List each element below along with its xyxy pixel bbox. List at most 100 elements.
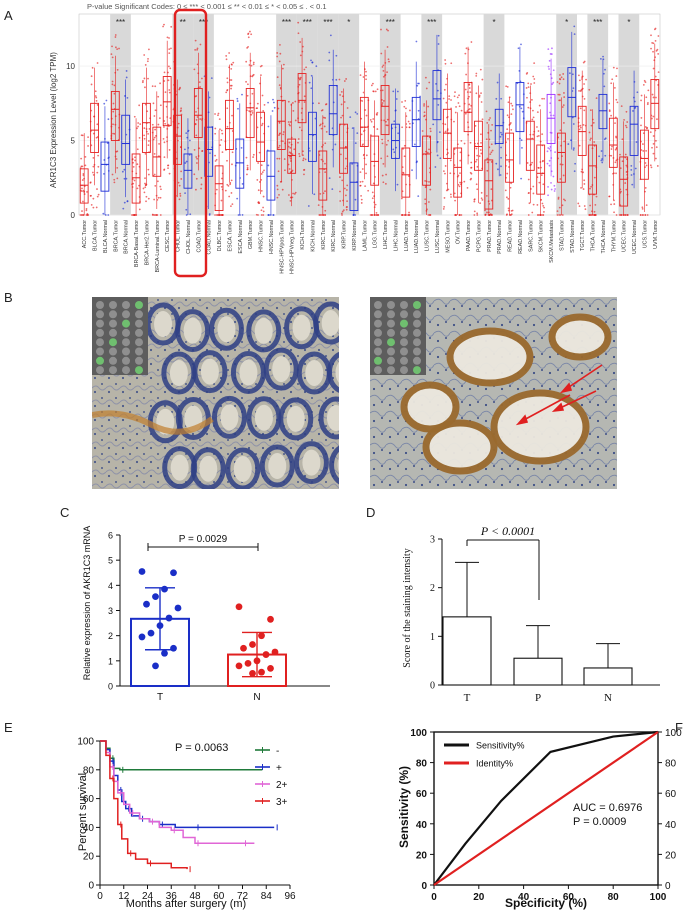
box-point: [245, 80, 247, 83]
box-point: [445, 83, 447, 86]
tma-core: [122, 319, 130, 328]
box-point: [195, 110, 197, 113]
data-point: [267, 615, 274, 623]
box-point: [159, 196, 162, 199]
ytick-label: 10: [66, 62, 75, 71]
box-point: [372, 182, 375, 185]
iqr-box: [588, 144, 597, 195]
box-point: [114, 46, 117, 49]
box-point: [195, 156, 198, 158]
box-point: [305, 66, 307, 69]
box-point: [510, 182, 512, 185]
data-point: [244, 659, 252, 667]
iqr-box: [339, 123, 348, 174]
box-point: [372, 118, 375, 120]
box-point: [630, 174, 633, 176]
box-point: [156, 214, 159, 216]
box-point: [536, 204, 539, 206]
gland-lumen: [220, 404, 239, 431]
box-point: [454, 111, 457, 114]
box-point: [417, 109, 420, 112]
data-point: [161, 585, 168, 593]
ytick-label: 4: [108, 581, 113, 591]
box-point: [520, 177, 523, 180]
panel-f-pvalue: P = 0.0009: [573, 816, 626, 828]
box-point: [341, 214, 343, 216]
box-point: [429, 214, 431, 216]
box-point: [578, 74, 580, 77]
box-point: [170, 47, 172, 50]
box-point: [416, 84, 419, 87]
box-point: [595, 97, 598, 100]
box-point: [299, 54, 302, 57]
box-point: [89, 181, 92, 184]
box-point: [469, 91, 472, 94]
box-point: [450, 107, 452, 110]
box-point: [464, 52, 467, 55]
box-point: [111, 83, 114, 86]
box-point: [324, 209, 327, 212]
box-point: [143, 137, 146, 140]
box-point: [588, 214, 590, 216]
box-point: [511, 104, 514, 107]
ytick-label: 0: [108, 682, 113, 692]
box-point: [230, 79, 233, 81]
box-point: [131, 214, 133, 216]
box-point: [434, 166, 437, 168]
box-point: [542, 183, 545, 186]
box-point: [486, 157, 489, 160]
box-point: [415, 40, 418, 43]
box-point: [341, 210, 344, 213]
box-point: [381, 174, 384, 177]
box-point: [454, 214, 456, 216]
box-point: [255, 213, 258, 216]
box-point: [615, 214, 618, 216]
box-point: [178, 88, 181, 91]
box-point: [615, 98, 618, 101]
gland-lumen: [183, 317, 202, 344]
box-point: [604, 68, 606, 71]
significance-mark: ***: [199, 18, 208, 27]
box-point: [221, 132, 224, 135]
box-point: [147, 168, 150, 171]
tma-core: [96, 310, 104, 319]
box-point: [621, 138, 624, 141]
box-point: [593, 214, 596, 216]
box-point: [277, 107, 280, 110]
box-point: [252, 61, 255, 64]
box-point: [167, 164, 170, 167]
box-point: [297, 32, 300, 35]
box-point: [345, 194, 347, 197]
gland-epithelium: [230, 351, 266, 395]
xtick-label: 60: [213, 891, 225, 902]
box-point: [541, 202, 544, 205]
box-point: [520, 107, 523, 110]
box-point: [589, 204, 592, 207]
box-point: [402, 172, 405, 175]
box-point: [261, 122, 264, 125]
box-kich-normal: [307, 59, 318, 207]
box-point: [608, 109, 611, 112]
box-point: [241, 183, 244, 185]
tma-core: [400, 347, 408, 356]
box-point: [163, 23, 165, 26]
box-point: [92, 174, 95, 176]
box-point: [486, 121, 489, 124]
tma-core: [387, 338, 395, 347]
tma-core: [374, 310, 382, 319]
box-point: [444, 123, 447, 126]
panel-a-ylabel: AKR1C3 Expression Level (log2 TPM): [49, 52, 58, 188]
box-point: [159, 214, 162, 216]
box-point: [559, 129, 562, 132]
box-point: [387, 139, 390, 142]
box-point: [324, 162, 326, 165]
category-label: BRCA-Basal.Tumor: [134, 220, 140, 267]
panel-f-xlabel: Specificity (%): [505, 896, 587, 910]
box-point: [208, 214, 211, 216]
gland-epithelium: [208, 307, 244, 351]
box-point: [557, 197, 560, 200]
box-point: [506, 128, 509, 131]
box-point: [460, 109, 463, 112]
box-point: [559, 178, 562, 180]
box-point: [226, 89, 228, 92]
